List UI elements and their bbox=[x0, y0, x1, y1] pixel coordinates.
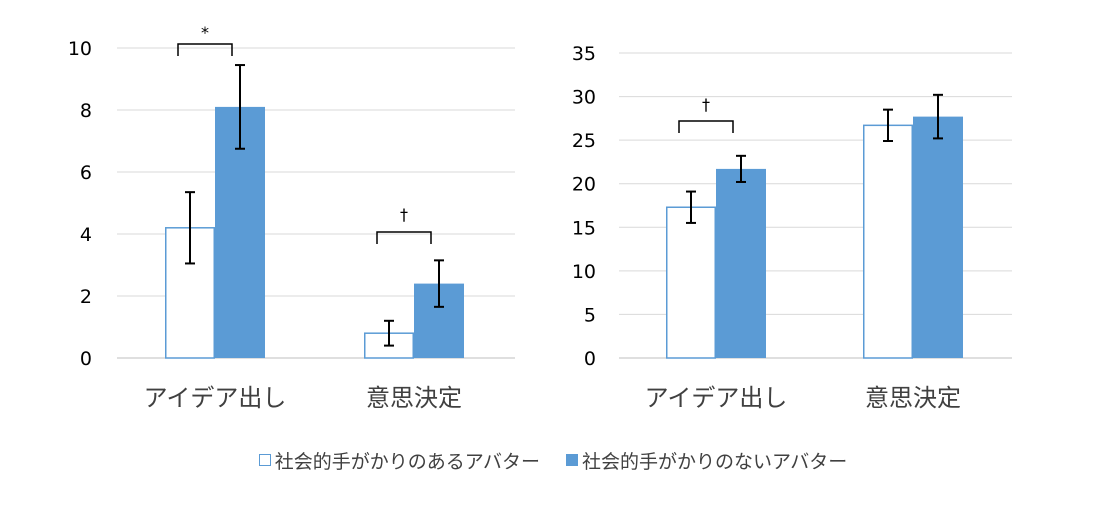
y-tick-label: 10 bbox=[572, 261, 596, 283]
significance-marker: † bbox=[702, 95, 710, 114]
bar-with-cues bbox=[666, 206, 716, 359]
category-label: アイデア出し bbox=[144, 384, 287, 412]
y-tick-label: 20 bbox=[572, 174, 596, 196]
y-tick-label: 30 bbox=[572, 87, 596, 109]
y-tick-label: 8 bbox=[80, 100, 92, 122]
bar-without-cues bbox=[913, 116, 963, 358]
legend-label-without-cues: 社会的手がかりのないアバター bbox=[582, 450, 848, 473]
significance-marker: * bbox=[201, 23, 209, 42]
significance-bracket bbox=[177, 43, 233, 56]
significance-bracket bbox=[376, 231, 432, 244]
y-tick-label: 0 bbox=[80, 348, 92, 370]
legend-item-without-cues: 社会的手がかりのないアバター bbox=[566, 447, 847, 474]
legend-swatch-without-cues bbox=[566, 454, 578, 466]
legend: 社会的手がかりのあるアバター 社会的手がかりのないアバター bbox=[0, 446, 1106, 474]
charts-canvas: 0 2 4 6 8 10 アイデア出し 意思決定 * † 0 5 10 15 20 25 30 35 アイデア出し… bbox=[68, 23, 1012, 412]
y-tick-label: 15 bbox=[572, 217, 596, 239]
legend-label-with-cues: 社会的手がかりのあるアバター bbox=[274, 450, 540, 473]
bar-without-cues bbox=[716, 168, 766, 358]
y-tick-label: 6 bbox=[80, 162, 92, 184]
y-tick-label: 25 bbox=[572, 130, 596, 152]
y-tick-label: 0 bbox=[584, 348, 596, 370]
y-tick-label: 2 bbox=[80, 286, 92, 308]
y-tick-label: 35 bbox=[572, 43, 596, 65]
category-label: 意思決定 bbox=[366, 384, 462, 412]
significance-bracket bbox=[678, 120, 734, 133]
y-tick-label: 5 bbox=[584, 304, 596, 326]
chart-left: 0 2 4 6 8 10 アイデア出し 意思決定 * † bbox=[68, 23, 515, 412]
category-label: アイデア出し bbox=[645, 384, 788, 412]
y-tick-label: 10 bbox=[68, 38, 92, 60]
significance-marker: † bbox=[400, 205, 408, 224]
legend-item-with-cues: 社会的手がかりのあるアバター bbox=[258, 447, 540, 474]
y-tick-label: 4 bbox=[80, 224, 92, 246]
legend-swatch-with-cues bbox=[258, 454, 271, 466]
chart-right: 0 5 10 15 20 25 30 35 アイデア出し 意思決定 † bbox=[572, 43, 1012, 412]
category-label: 意思決定 bbox=[865, 384, 961, 412]
bar-with-cues bbox=[863, 124, 913, 359]
